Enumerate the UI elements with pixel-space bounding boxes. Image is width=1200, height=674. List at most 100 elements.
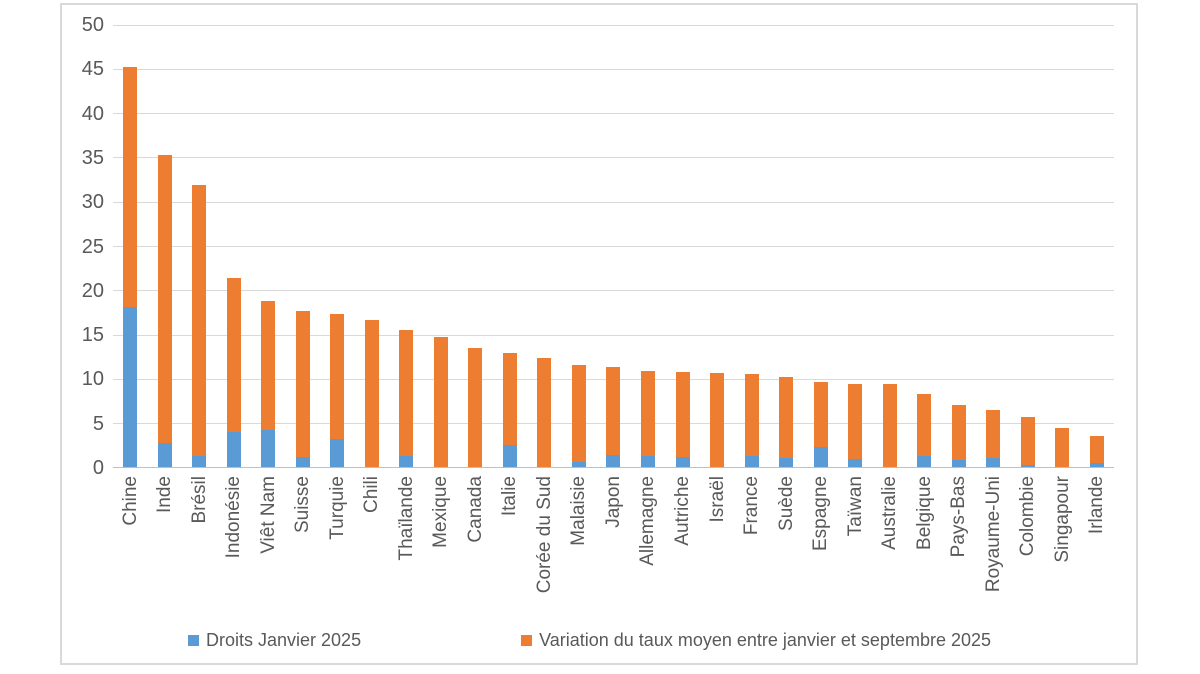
bar-segment-orange-8[interactable] (399, 329, 414, 456)
y-tick-label-20: 20 (81, 279, 104, 302)
gridline-40 (113, 113, 1114, 115)
bar-column-6 (320, 25, 355, 468)
bar-segment-blue-19[interactable] (779, 458, 794, 468)
bar-segment-orange-12[interactable] (537, 358, 552, 468)
gridline-30 (113, 201, 1114, 203)
bar-segment-orange-25[interactable] (986, 410, 1001, 459)
x-label-cell-9: Mexique (424, 476, 459, 593)
bar-segment-orange-7[interactable] (364, 320, 379, 468)
bar-segment-orange-14[interactable] (606, 367, 621, 455)
bar-column-19 (769, 25, 804, 468)
bar-segment-orange-9[interactable] (433, 336, 448, 468)
bar-segment-orange-23[interactable] (917, 393, 932, 457)
bar-segment-orange-16[interactable] (675, 372, 690, 458)
bar-segment-orange-18[interactable] (744, 374, 759, 456)
gridline-25 (113, 246, 1114, 247)
bar-segment-blue-13[interactable] (571, 461, 586, 468)
x-category-label-10: Canada (464, 476, 486, 543)
chart-frame[interactable]: 0 5 10 15 20 25 30 35 40 45 50 Chine Inde Brésil Indo… (60, 3, 1138, 665)
bar-column-4 (251, 25, 286, 468)
y-tick-label-10: 10 (81, 368, 104, 391)
x-label-cell-24: Pays-Bas (941, 476, 976, 593)
bar-segment-orange-27[interactable] (1055, 428, 1070, 468)
bar-segment-blue-8[interactable] (399, 455, 414, 468)
bar-segment-blue-18[interactable] (744, 455, 759, 468)
bar-segment-blue-20[interactable] (813, 446, 828, 468)
x-label-cell-27: Singapour (1045, 476, 1080, 593)
bar-segment-orange-5[interactable] (295, 311, 310, 458)
bar-segment-orange-3[interactable] (226, 278, 241, 432)
x-category-label-18: France (741, 476, 763, 536)
x-label-cell-19: Suède (769, 476, 804, 593)
bar-segment-orange-20[interactable] (813, 382, 828, 447)
bar-segment-orange-15[interactable] (640, 370, 655, 456)
bar-column-0 (113, 25, 148, 468)
bar-segment-orange-10[interactable] (468, 347, 483, 468)
x-category-label-11: Italie (499, 476, 521, 517)
bar-segment-orange-4[interactable] (261, 301, 276, 430)
bar-segment-orange-13[interactable] (571, 365, 586, 462)
bar-segment-blue-5[interactable] (295, 457, 310, 468)
bar-segment-blue-28[interactable] (1089, 462, 1104, 468)
bar-segment-blue-21[interactable] (848, 459, 863, 468)
x-label-cell-16: Autriche (665, 476, 700, 593)
bar-column-15 (631, 25, 666, 468)
gridline-15 (113, 334, 1114, 336)
bar-segment-orange-1[interactable] (157, 155, 172, 444)
bar-column-18 (734, 25, 769, 468)
bar-segment-blue-16[interactable] (675, 457, 690, 468)
x-label-cell-20: Espagne (803, 476, 838, 593)
bar-segment-orange-24[interactable] (951, 405, 966, 461)
bar-column-22 (872, 25, 907, 468)
x-category-label-20: Espagne (810, 476, 832, 552)
bar-segment-blue-24[interactable] (951, 460, 966, 468)
bar-segment-orange-17[interactable] (710, 373, 725, 468)
bar-segment-orange-19[interactable] (779, 376, 794, 459)
x-category-label-24: Pays-Bas (948, 476, 970, 558)
bar-segment-blue-14[interactable] (606, 454, 621, 468)
bar-segment-blue-0[interactable] (123, 306, 138, 468)
x-category-label-0: Chine (119, 476, 141, 526)
x-label-cell-5: Suisse (286, 476, 321, 593)
bar-segment-orange-28[interactable] (1089, 436, 1104, 463)
bar-segment-orange-0[interactable] (123, 66, 138, 307)
x-label-cell-10: Canada (458, 476, 493, 593)
bar-segment-blue-15[interactable] (640, 455, 655, 468)
legend-item-droits-janvier[interactable]: Droits Janvier 2025 (188, 630, 361, 651)
bar-column-10 (458, 25, 493, 468)
bar-segment-orange-22[interactable] (882, 383, 897, 468)
bar-segment-orange-6[interactable] (330, 313, 345, 439)
bar-segment-orange-11[interactable] (502, 352, 517, 445)
x-category-label-21: Taïwan (844, 476, 866, 537)
bar-segment-blue-6[interactable] (330, 438, 345, 468)
plot-area (113, 24, 1114, 468)
y-tick-label-35: 35 (81, 146, 104, 169)
bar-segment-orange-21[interactable] (848, 383, 863, 460)
bar-segment-blue-1[interactable] (157, 443, 172, 468)
bar-segment-orange-26[interactable] (1020, 416, 1035, 466)
y-tick-label-5: 5 (92, 412, 104, 435)
bar-column-17 (700, 25, 735, 468)
y-tick-label-15: 15 (81, 324, 104, 347)
legend-swatch-blue-icon (188, 635, 199, 646)
bar-segment-blue-3[interactable] (226, 431, 241, 468)
legend-item-variation[interactable]: Variation du taux moyen entre janvier et… (521, 630, 991, 651)
x-axis-labels: Chine Inde Brésil Indonésie Viêt Nam Suisse Tu… (113, 476, 1114, 593)
bar-column-16 (665, 25, 700, 468)
bar-segment-blue-11[interactable] (502, 444, 517, 468)
x-label-cell-14: Japon (596, 476, 631, 593)
x-label-cell-25: Royaume-Uni (976, 476, 1011, 593)
bar-segment-blue-2[interactable] (192, 456, 207, 468)
bar-segment-blue-4[interactable] (261, 429, 276, 468)
bar-segment-orange-2[interactable] (192, 185, 207, 457)
bar-column-2 (182, 25, 217, 468)
bar-column-23 (907, 25, 942, 468)
x-label-cell-17: Israël (700, 476, 735, 593)
bar-column-3 (217, 25, 252, 468)
x-label-cell-21: Taïwan (838, 476, 873, 593)
y-tick-label-0: 0 (92, 457, 104, 479)
bar-segment-blue-26[interactable] (1020, 465, 1035, 468)
bar-segment-blue-23[interactable] (917, 456, 932, 468)
legend-label-variation: Variation du taux moyen entre janvier et… (539, 630, 992, 650)
bar-segment-blue-25[interactable] (986, 458, 1001, 468)
